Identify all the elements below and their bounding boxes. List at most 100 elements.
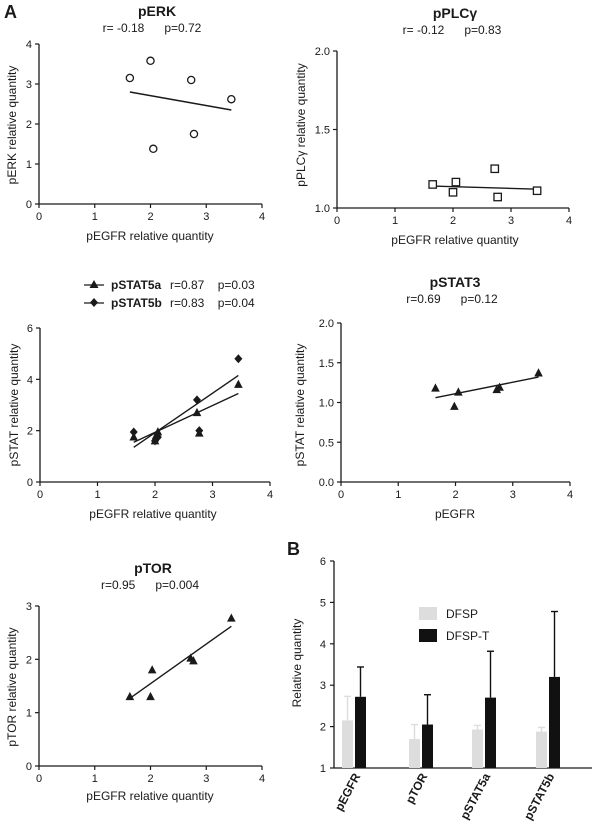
ptor-y-axis-label: pTOR relative quantity: [5, 627, 19, 746]
bar-y-axis-label: Relative quantity: [290, 619, 304, 708]
perk-data-point: [146, 56, 155, 66]
ptor-y-tick-label: 2: [26, 654, 32, 666]
pstat5-legend: pSTAT5a r=0.87 p=0.03 pSTAT5b r=0.83 p=0…: [84, 278, 255, 310]
pstat3-x-axis-label: pEGFR: [435, 507, 475, 521]
legend-swatch-dfsp-t: [419, 629, 437, 642]
pplcg-chart-title: pPLCγ: [433, 5, 478, 21]
ptor-data-point: [125, 691, 135, 701]
pstat5-y-tick-label: 0: [27, 477, 33, 489]
pstat5a-data-point: [234, 379, 243, 388]
perk-x-tick-label: 1: [92, 211, 98, 223]
perk-y-axis-label: pERK relative quantity: [5, 66, 19, 185]
bar-dfsp-t-pegfr: [355, 696, 366, 768]
bar-dfsp-t-pstat5a: [485, 697, 496, 768]
pstat3-y-tick-label: 2.0: [319, 318, 334, 330]
pplcg-x-tick-label: 4: [566, 215, 572, 227]
perk-y-tick-label: 2: [26, 119, 32, 131]
pstat5-y-axis-label: pSTAT relative quantity: [7, 344, 21, 467]
pstat3-chart-stats: r=0.69 p=0.12: [406, 292, 498, 306]
pstat3-y-tick-label: 0.0: [319, 477, 334, 489]
pplc-data-point: [428, 180, 438, 189]
pstat3-regression-line: [435, 376, 539, 399]
pstat3-data-point: [495, 382, 504, 391]
pstat3-x-tick-label: 3: [510, 489, 516, 501]
perk-chart-stats: r= -0.18 p=0.72: [103, 21, 202, 35]
pplcg-scatter-chart: pPLCγ r= -0.12 p=0.83 pEGFR relative qua…: [294, 5, 572, 247]
pplc-data-point: [451, 177, 461, 187]
ptor-data-point: [189, 656, 198, 665]
pplcg-x-tick-label: 1: [392, 215, 398, 227]
pstat5-x-tick-label: 4: [267, 489, 273, 501]
pstat3-data-point: [431, 383, 440, 392]
perk-chart-title: pERK: [138, 3, 176, 19]
pplcg-x-axis-label: pEGFR relative quantity: [391, 233, 518, 247]
legend-swatch-dfsp: [419, 607, 437, 620]
pstat3-y-tick-label: 1.5: [319, 358, 334, 370]
ptor-x-tick-label: 2: [147, 773, 153, 785]
bar-dfsp-pstat5a: [472, 729, 483, 768]
pstat5-x-tick-label: 3: [209, 489, 215, 501]
ptor-y-tick-label: 1: [26, 708, 32, 720]
ptor-data-point: [227, 613, 236, 622]
bar-category-label-ptor: pTOR: [403, 771, 431, 807]
panel-label-a: A: [4, 2, 17, 22]
bar-category-label-pstat5a: pSTAT5a: [457, 771, 493, 822]
bar-dfsp-pstat5b: [536, 731, 547, 768]
ptor-scatter-chart: pTOR r=0.95 p=0.004 pEGFR relative quant…: [5, 560, 265, 803]
pstat3-x-tick-label: 0: [338, 489, 344, 501]
perk-data-point: [186, 75, 196, 85]
perk-y-tick-label: 0: [26, 199, 32, 211]
ptor-x-tick-label: 4: [259, 773, 265, 785]
perk-data-point: [125, 73, 135, 83]
legend-label-dfsp-t: DFSP-T: [446, 629, 490, 643]
perk-x-axis-label: pEGFR relative quantity: [86, 229, 213, 243]
pstat5b-data-point: [129, 427, 138, 437]
panel-label-b: B: [287, 539, 300, 559]
pstat5b-data-point: [234, 354, 243, 364]
legend-label-pstat5b: pSTAT5b: [111, 296, 162, 310]
pstat3-data-point: [534, 368, 543, 377]
ptor-x-tick-label: 3: [203, 773, 209, 785]
bar-category-label-pegfr: pEGFR: [332, 771, 364, 814]
pplc-data-point: [532, 186, 542, 196]
pstat3-y-axis-label: pSTAT relative quantity: [293, 344, 307, 467]
legend-label-dfsp: DFSP: [446, 607, 478, 621]
pstat5a-regression-line: [133, 374, 239, 448]
ptor-data-point: [147, 665, 157, 674]
pplc-data-point: [448, 187, 458, 197]
pplcg-y-tick-label: 1.5: [315, 125, 330, 137]
perk-x-tick-label: 2: [147, 211, 153, 223]
pplcg-y-tick-label: 1.0: [315, 203, 330, 215]
pstat5-x-tick-label: 1: [94, 489, 100, 501]
bar-dfsp-t-ptor: [422, 724, 433, 768]
legend-stats-pstat5a: r=0.87 p=0.03: [170, 278, 255, 292]
pstat3-y-tick-label: 1.0: [319, 398, 334, 410]
perk-data-point: [227, 94, 236, 104]
pstat3-data-point: [454, 387, 463, 396]
bar-y-tick-label: 1: [320, 763, 326, 775]
pstat3-x-tick-label: 1: [395, 489, 401, 501]
perk-x-tick-label: 4: [259, 211, 265, 223]
bar-y-tick-label: 5: [320, 597, 326, 609]
ptor-data-point: [146, 691, 155, 701]
ptor-chart-title: pTOR: [134, 560, 172, 576]
bar-y-tick-label: 6: [320, 556, 326, 568]
perk-x-tick-label: 0: [36, 211, 42, 223]
perk-x-tick-label: 3: [203, 211, 209, 223]
relative-quantity-bar-chart: DFSP DFSP-T Relative quantity 1 2 3 4 5 6 pEGF…: [290, 556, 592, 822]
perk-data-point: [189, 129, 199, 139]
bar-legend: DFSP DFSP-T: [419, 607, 490, 643]
pplc-data-point: [490, 164, 500, 174]
pstat5-x-tick-label: 0: [37, 489, 43, 501]
perk-data-point: [149, 144, 158, 154]
ptor-x-axis-label: pEGFR relative quantity: [86, 789, 213, 803]
legend-label-pstat5a: pSTAT5a: [111, 278, 162, 292]
ptor-chart-stats: r=0.95 p=0.004: [101, 578, 199, 592]
pstat5-y-tick-label: 2: [27, 426, 33, 438]
pstat5b-data-point: [153, 432, 162, 442]
pplcg-y-axis-label: pPLCγ relative quantity: [294, 63, 308, 186]
pstat5-scatter-chart: pSTAT5a r=0.87 p=0.03 pSTAT5b r=0.83 p=0…: [7, 278, 273, 521]
bar-y-tick-label: 3: [320, 680, 326, 692]
pstat5-y-tick-label: 4: [27, 374, 33, 386]
